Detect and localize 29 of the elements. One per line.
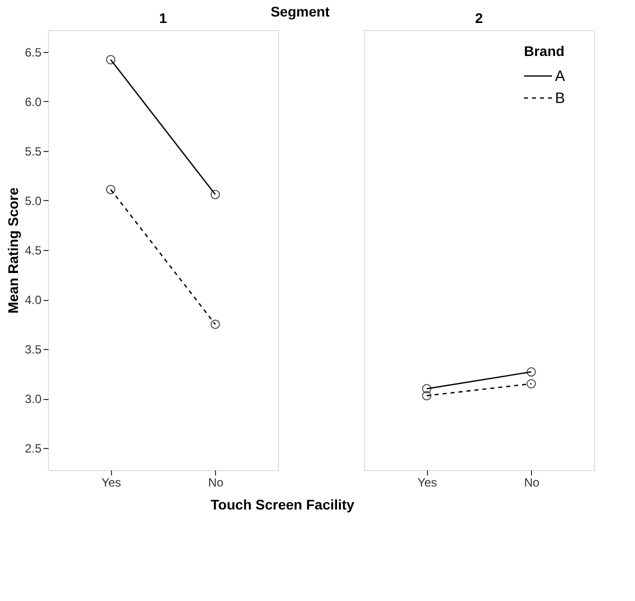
point xyxy=(526,367,536,377)
point xyxy=(210,320,220,329)
x-tick-label: Yes xyxy=(101,476,122,490)
y-tick-label: 6.0 xyxy=(24,94,42,109)
chart-title: 2 xyxy=(475,10,484,26)
point xyxy=(210,190,220,200)
point xyxy=(106,184,116,194)
legend-label: B xyxy=(555,90,566,107)
x-axis-title: Touch Screen Facility xyxy=(210,496,355,512)
x-tick-label: No xyxy=(208,476,224,490)
y-tick-label: 6.5 xyxy=(24,45,42,60)
y-tick-label: 3.5 xyxy=(24,342,42,357)
chart-title: 1 xyxy=(159,10,168,26)
x-tick-label: No xyxy=(524,476,540,490)
legend-label: A xyxy=(555,68,566,85)
x-tick-label: Yes xyxy=(417,476,438,490)
point xyxy=(106,55,116,64)
text: Segment xyxy=(270,4,330,20)
y-axis-title: Mean Rating Score xyxy=(4,187,21,314)
y-tick-label: 5.5 xyxy=(24,144,42,158)
point xyxy=(422,391,432,400)
point xyxy=(526,379,536,388)
y-tick-label: 4.5 xyxy=(24,244,42,258)
legend-title: Brand xyxy=(524,43,564,59)
y-tick-label: 5.0 xyxy=(24,194,42,208)
point xyxy=(422,384,432,394)
y-tick-label: 3.0 xyxy=(24,392,42,406)
y-tick-label: 4.0 xyxy=(24,293,42,308)
y-tick-label: 2.5 xyxy=(24,442,42,456)
